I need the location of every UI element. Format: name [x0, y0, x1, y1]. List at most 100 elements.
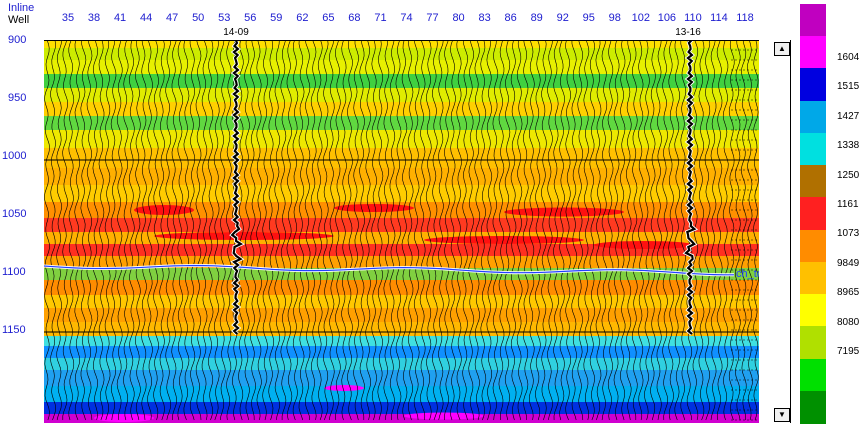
inline-tick-label: 50: [192, 12, 205, 24]
time-tick-label: 1150: [2, 324, 26, 336]
seismic-trace: [637, 40, 644, 421]
inline-tick-label: 106: [657, 12, 677, 24]
amplitude-band: [44, 148, 759, 168]
amplitude-band: [44, 60, 759, 74]
inline-tick-label: 59: [270, 12, 283, 24]
seismic-trace: [292, 40, 299, 421]
color-swatch: [800, 36, 826, 70]
amplitude-band: [44, 336, 759, 346]
seismic-trace: [328, 40, 335, 421]
color-scale-legend: 1604 1515 1427 1338 1250 1161 1073 9849 8965 8080…: [800, 4, 863, 424]
amplitude-band: [44, 402, 759, 414]
inline-tick-label: 47: [166, 12, 179, 24]
seismic-trace: [540, 40, 547, 421]
inline-tick-label: 71: [374, 12, 387, 24]
seismic-trace: [244, 40, 250, 421]
inline-tick-label: 102: [631, 12, 651, 24]
time-tick-label: 1000: [2, 150, 27, 162]
seismic-trace: [710, 40, 717, 421]
seismic-trace: [219, 40, 226, 421]
seismic-trace: [601, 40, 608, 421]
inline-tick-label: 89: [530, 12, 543, 24]
inline-tick-label: 118: [736, 12, 754, 24]
seismic-trace: [341, 40, 347, 421]
inline-tick-label: 80: [452, 12, 465, 24]
seismic-trace: [486, 40, 493, 421]
seismic-trace: [407, 40, 414, 421]
color-swatch: [800, 165, 826, 199]
seismic-trace: [583, 40, 590, 421]
seismic-trace: [534, 40, 541, 421]
seismic-trace: [668, 40, 675, 421]
seismic-trace: [153, 40, 159, 421]
inline-axis-title: Inline: [8, 2, 35, 14]
inline-tick-label: 53: [218, 12, 231, 24]
seismic-trace: [553, 40, 559, 421]
well-name-label: 13-16: [675, 27, 701, 38]
seismic-trace: [547, 40, 553, 421]
seismic-trace: [462, 40, 468, 421]
well-trace: [684, 40, 697, 335]
seismic-trace: [347, 40, 353, 421]
seismic-trace: [213, 40, 220, 421]
time-axis: 900 950 1000 1050 1100 1150: [0, 0, 52, 423]
seismic-trace: [98, 40, 105, 421]
color-scale-value: 1073: [837, 228, 860, 240]
seismic-trace: [716, 40, 723, 421]
time-tick-label: 1050: [2, 208, 27, 220]
seismic-trace: [141, 40, 147, 421]
color-scale-value: 1338: [837, 140, 860, 152]
color-scale-value: 1250: [837, 169, 860, 181]
seismic-trace: [201, 40, 208, 421]
amplitude-band: [44, 218, 759, 232]
color-swatch: [800, 132, 826, 167]
seismic-trace: [62, 40, 69, 420]
seismic-trace: [456, 40, 462, 421]
scroll-up-button[interactable]: ▲: [774, 42, 790, 56]
seismic-trace: [656, 40, 662, 421]
amplitude-band: [44, 346, 759, 358]
color-scale-value: 1427: [837, 110, 860, 122]
high-amplitude-event: [94, 414, 154, 422]
seismic-trace: [316, 40, 323, 421]
inline-tick-label: 65: [322, 12, 335, 24]
seismic-trace: [498, 40, 505, 421]
amplitude-band: [44, 74, 759, 88]
inline-tick-label: 41: [113, 12, 127, 24]
seismic-trace: [286, 40, 293, 421]
seismic-trace: [522, 40, 529, 421]
seismic-trace: [122, 40, 129, 421]
seismic-trace: [704, 40, 711, 421]
seismic-trace: [159, 40, 166, 421]
seismic-trace: [110, 40, 117, 421]
color-swatch: [800, 358, 826, 392]
vertical-scrollbar[interactable]: ▲ ▼: [762, 40, 792, 423]
seismic-trace: [644, 40, 650, 421]
seismic-trace: [116, 40, 123, 421]
inline-tick-label: 44: [139, 12, 153, 24]
amplitude-band: [44, 414, 759, 423]
scroll-down-button[interactable]: ▼: [774, 408, 790, 422]
seismic-trace: [565, 40, 572, 421]
seismic-trace: [134, 40, 141, 421]
horizon-label: ch_top: [736, 268, 759, 280]
seismic-trace: [371, 40, 378, 421]
seismic-trace: [147, 40, 153, 421]
seismic-trace: [559, 40, 565, 421]
seismic-trace: [353, 40, 359, 421]
color-scale-value: 1515: [837, 81, 860, 93]
high-amplitude-event: [324, 385, 364, 391]
amplitude-band: [44, 168, 759, 185]
seismic-trace: [413, 40, 420, 421]
color-swatch: [800, 4, 826, 38]
seismic-trace: [189, 40, 196, 421]
seismic-trace: [183, 40, 190, 421]
seismic-trace: [274, 40, 281, 421]
seismic-trace: [383, 40, 390, 421]
time-tick-label: 1100: [2, 266, 26, 278]
seismic-trace: [74, 40, 81, 421]
color-scale-value: 1604: [837, 52, 860, 63]
high-amplitude-event: [594, 241, 694, 249]
seismic-section[interactable]: ch_top: [44, 40, 759, 423]
scrollbar-track: [790, 40, 791, 423]
